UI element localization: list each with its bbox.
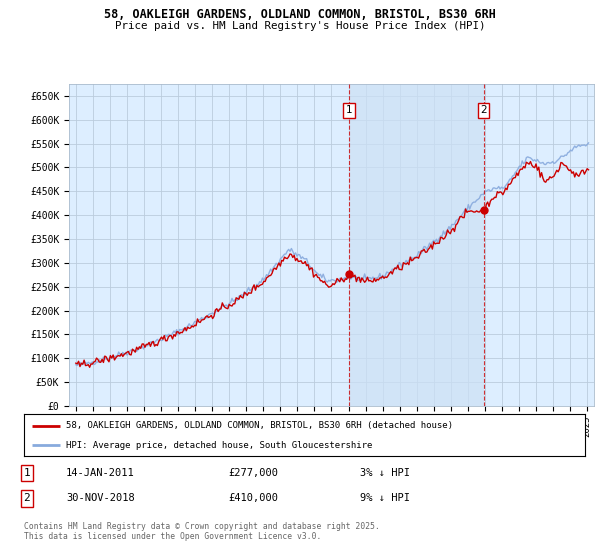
Text: 30-NOV-2018: 30-NOV-2018 (66, 493, 135, 503)
Text: 2: 2 (23, 493, 31, 503)
Bar (349, 84, 484, 406)
Text: £410,000: £410,000 (228, 493, 278, 503)
Text: 58, OAKLEIGH GARDENS, OLDLAND COMMON, BRISTOL, BS30 6RH: 58, OAKLEIGH GARDENS, OLDLAND COMMON, BR… (104, 8, 496, 21)
Text: 14-JAN-2011: 14-JAN-2011 (66, 468, 135, 478)
Text: 9% ↓ HPI: 9% ↓ HPI (360, 493, 410, 503)
Text: HPI: Average price, detached house, South Gloucestershire: HPI: Average price, detached house, Sout… (66, 441, 373, 450)
Text: 58, OAKLEIGH GARDENS, OLDLAND COMMON, BRISTOL, BS30 6RH (detached house): 58, OAKLEIGH GARDENS, OLDLAND COMMON, BR… (66, 421, 453, 430)
Text: 1: 1 (23, 468, 31, 478)
Text: 2: 2 (480, 105, 487, 115)
Text: £277,000: £277,000 (228, 468, 278, 478)
Text: 3% ↓ HPI: 3% ↓ HPI (360, 468, 410, 478)
Text: 1: 1 (346, 105, 353, 115)
Text: Price paid vs. HM Land Registry's House Price Index (HPI): Price paid vs. HM Land Registry's House … (115, 21, 485, 31)
Text: Contains HM Land Registry data © Crown copyright and database right 2025.
This d: Contains HM Land Registry data © Crown c… (24, 522, 380, 542)
